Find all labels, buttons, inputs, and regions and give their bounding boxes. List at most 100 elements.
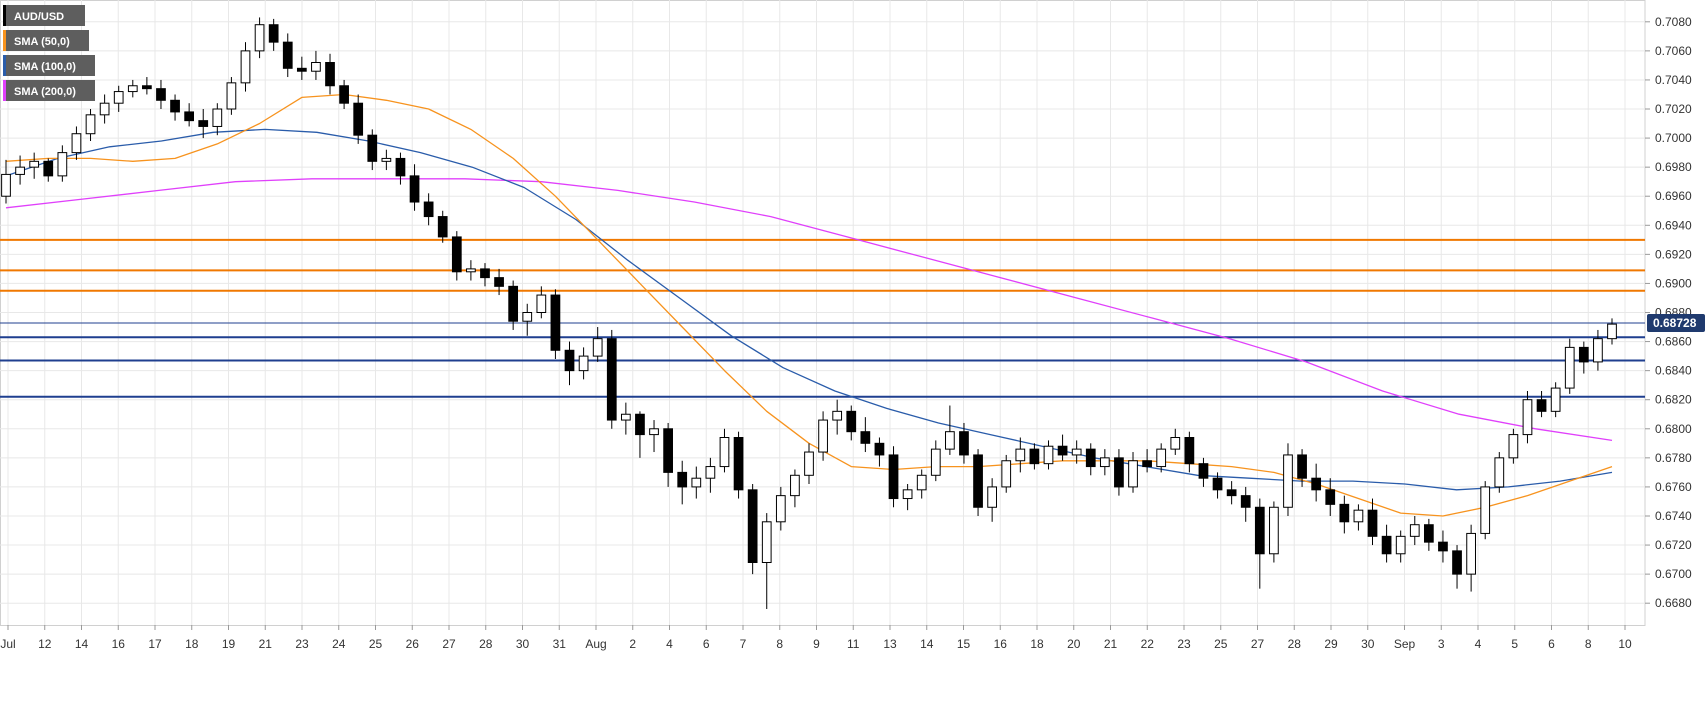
y-tick-label: 0.6920 — [1655, 247, 1692, 261]
candle-body — [381, 157, 392, 162]
x-tick-label: 16 — [994, 637, 1008, 651]
x-tick-label: 14 — [920, 637, 934, 651]
candle-body — [677, 471, 688, 488]
candle-body — [1578, 346, 1589, 363]
candle-body — [846, 410, 857, 433]
candle-body — [888, 454, 899, 500]
legend-item-label: SMA (100,0) — [14, 61, 76, 73]
candle-body — [733, 437, 744, 491]
legend-item[interactable]: SMA (50,0) — [3, 30, 89, 51]
candle-body — [747, 489, 758, 564]
candle-body — [761, 521, 772, 563]
candle-body — [1593, 338, 1603, 363]
sma-100-line — [5, 128, 1613, 491]
y-tick-label: 0.7060 — [1655, 44, 1692, 58]
candle-body — [1156, 448, 1167, 468]
candle-body — [930, 448, 941, 476]
candle-body — [1184, 437, 1195, 465]
candle-body — [71, 133, 82, 154]
candle-body — [1395, 535, 1406, 555]
candle-body — [719, 437, 730, 468]
candle-body — [113, 91, 124, 104]
x-tick-label: 23 — [295, 637, 309, 651]
y-tick-label: 0.6960 — [1655, 189, 1692, 203]
candle-body — [1607, 323, 1617, 340]
candle-body — [1, 173, 11, 197]
candle-body — [1297, 454, 1307, 479]
candle-body — [860, 431, 871, 444]
candle-body — [57, 152, 68, 177]
candle-body — [1423, 524, 1434, 543]
sma-50-line — [5, 93, 1613, 517]
candle-body — [156, 88, 166, 101]
candle-body — [1029, 448, 1040, 465]
legend[interactable]: AUD/USD SMA (50,0) SMA (100,0) SMA (200,0) — [3, 5, 95, 101]
legend-item-box — [3, 30, 89, 51]
x-tick-label: 30 — [516, 637, 530, 651]
candle-body — [620, 413, 631, 421]
x-tick-label: 13 — [883, 637, 897, 651]
candle-body — [1254, 506, 1265, 555]
grid-lines — [0, 0, 1646, 626]
candle-body — [691, 477, 702, 488]
candle-body — [282, 41, 293, 69]
x-axis: Jul 12 14 16 17 18 19 21 23 24 25 26 27 28 30 31 Aug 2 4 6 7… — [0, 625, 1632, 651]
x-tick-label: 25 — [369, 637, 383, 651]
x-tick-label: 19 — [222, 637, 236, 651]
candle-body — [973, 454, 983, 508]
x-tick-label: 18 — [1030, 637, 1044, 651]
price-tag-label: 0.68728 — [1653, 316, 1697, 330]
candle-body — [170, 99, 180, 113]
x-tick-label: 30 — [1361, 637, 1375, 651]
x-tick-label: 7 — [740, 637, 747, 651]
candle-body — [437, 216, 448, 238]
candle-body — [480, 268, 490, 279]
y-tick-label: 0.6980 — [1655, 160, 1692, 174]
legend-item-box — [3, 80, 95, 101]
candle-body — [1198, 463, 1209, 479]
y-tick-label: 0.6720 — [1655, 538, 1692, 552]
candle-body — [635, 413, 645, 436]
candle-body — [1522, 399, 1533, 436]
x-tick-label: 28 — [479, 637, 493, 651]
candle-body — [1099, 457, 1110, 468]
candle-body — [522, 312, 533, 322]
legend-color-swatch — [3, 5, 6, 26]
candlesticks — [1, 17, 1617, 610]
x-tick-label: 25 — [1214, 637, 1228, 651]
candle-body — [987, 486, 998, 508]
candle-body — [1494, 457, 1505, 488]
candle-body — [1311, 477, 1322, 491]
y-tick-label: 0.6680 — [1655, 596, 1692, 610]
legend-item[interactable]: SMA (100,0) — [3, 55, 95, 76]
x-tick-label: 18 — [185, 637, 199, 651]
x-tick-label: 11 — [847, 637, 860, 651]
sma-200-line — [5, 178, 1613, 442]
legend-item-label: SMA (200,0) — [14, 86, 76, 98]
x-tick-label: 15 — [957, 637, 971, 651]
legend-item-label: SMA (50,0) — [14, 36, 70, 48]
candle-body — [367, 134, 378, 162]
y-tick-label: 0.6760 — [1655, 480, 1692, 494]
candle-body — [212, 108, 223, 127]
x-tick-label: 23 — [1177, 637, 1191, 651]
candle-body — [1438, 541, 1448, 552]
x-tick-label: 14 — [75, 637, 89, 651]
y-tick-label: 0.6940 — [1655, 218, 1692, 232]
y-tick-label: 0.6780 — [1655, 451, 1692, 465]
candle-body — [339, 85, 349, 104]
candle-body — [1452, 550, 1462, 575]
candle-body — [1536, 399, 1547, 412]
legend-item[interactable]: SMA (200,0) — [3, 80, 95, 101]
candle-body — [775, 495, 786, 523]
candle-body — [1001, 460, 1012, 488]
candle-body — [451, 236, 462, 273]
candle-body — [1550, 387, 1561, 412]
candle-body — [15, 166, 25, 175]
price-tag-box — [1647, 313, 1705, 332]
candle-body — [804, 451, 814, 476]
candle-body — [423, 201, 434, 218]
legend-item[interactable]: AUD/USD — [3, 5, 85, 26]
candle-body — [1085, 448, 1096, 468]
x-tick-label: 8 — [1585, 637, 1592, 651]
